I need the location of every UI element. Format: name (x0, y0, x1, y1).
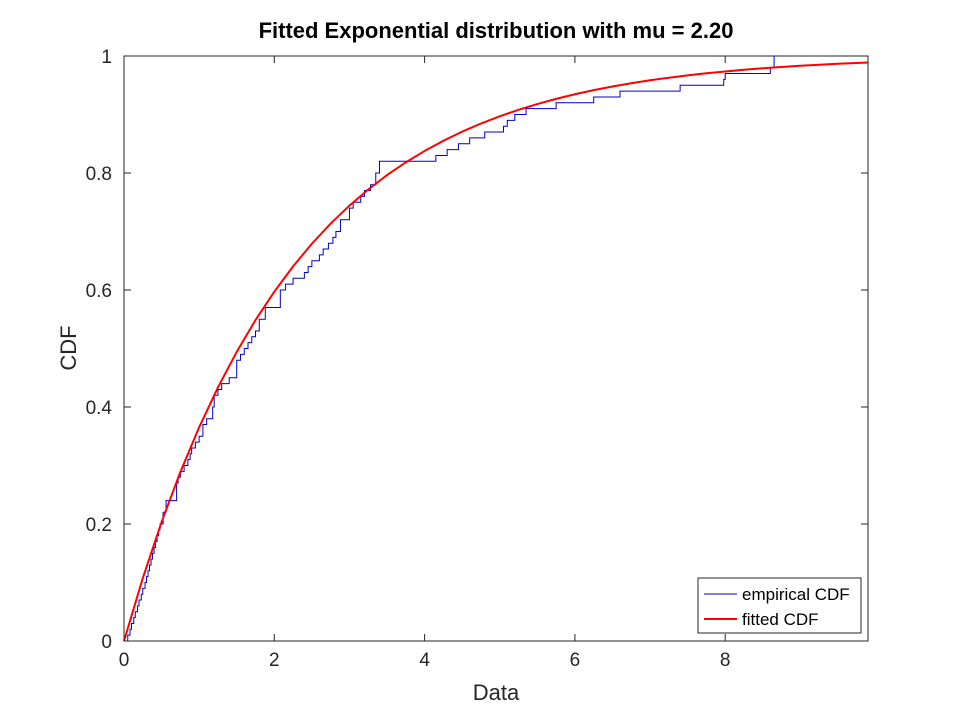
x-axis-label: Data (473, 680, 520, 705)
y-tick-label: 0.8 (86, 164, 112, 185)
x-tick-label: 8 (720, 650, 731, 671)
x-tick-label: 6 (570, 650, 581, 671)
legend-box (697, 577, 862, 634)
chart-title: Fitted Exponential distribution with mu … (259, 18, 734, 43)
y-tick-label: 0 (101, 632, 112, 653)
y-tick-label: 0.2 (86, 515, 112, 536)
legend-label-fitted: fitted CDF (742, 610, 819, 629)
y-tick-label: 0.4 (86, 398, 113, 419)
x-tick-label: 2 (269, 650, 280, 671)
series-empirical-cdf (127, 56, 775, 641)
x-tick-label: 0 (119, 650, 130, 671)
series-fitted-cdf (123, 61, 869, 642)
y-tick-label: 1 (101, 47, 112, 68)
legend[interactable]: empirical CDF fitted CDF (697, 577, 862, 634)
plot-frame (123, 55, 869, 642)
series-layer (123, 56, 869, 642)
x-tick-label: 4 (419, 650, 430, 671)
plot-area (124, 56, 868, 641)
tick-labels: 0 2 4 6 8 0 0.2 0.4 0.6 0.8 1 (86, 47, 731, 671)
legend-label-empirical: empirical CDF (742, 585, 850, 604)
y-axis-label: CDF (56, 325, 81, 370)
y-tick-label: 0.6 (86, 281, 112, 302)
